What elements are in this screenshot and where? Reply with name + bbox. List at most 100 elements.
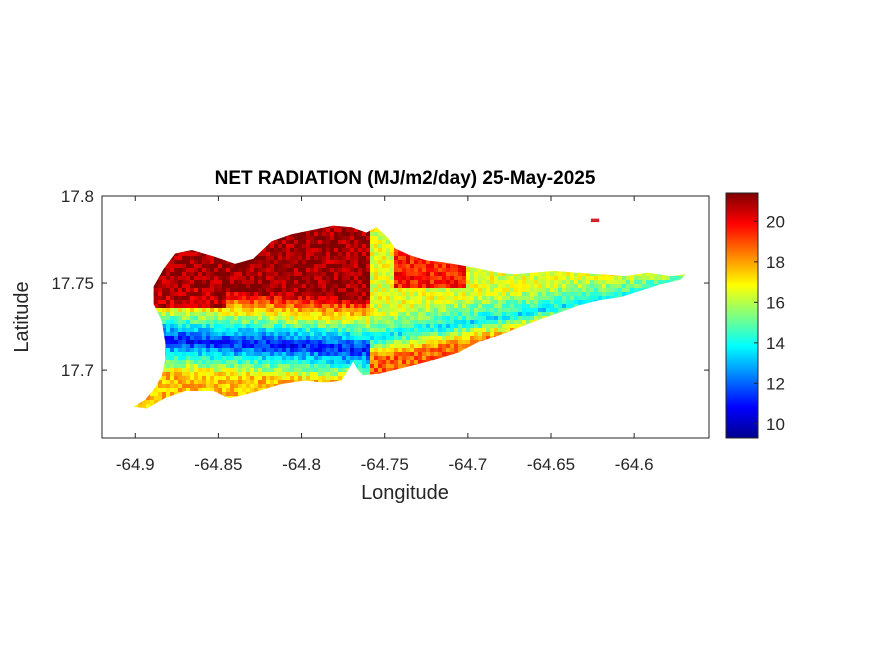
heat-cell bbox=[266, 272, 271, 277]
heat-cell bbox=[422, 296, 427, 301]
heat-cell bbox=[338, 228, 343, 233]
heat-cell bbox=[186, 296, 191, 301]
heat-cell bbox=[238, 336, 243, 341]
heat-cell bbox=[338, 356, 343, 361]
heat-cell bbox=[250, 336, 255, 341]
heat-cell bbox=[370, 272, 375, 277]
heat-cell bbox=[282, 264, 287, 269]
heat-cell bbox=[362, 308, 367, 313]
heat-cell bbox=[438, 284, 443, 289]
heat-cell bbox=[310, 340, 315, 345]
heat-cell bbox=[474, 284, 479, 289]
heat-cell bbox=[462, 340, 467, 345]
heat-cell bbox=[646, 276, 651, 281]
heat-cell bbox=[334, 284, 339, 289]
heat-cell bbox=[442, 352, 447, 357]
heat-cell bbox=[358, 352, 363, 357]
heat-cell bbox=[194, 284, 199, 289]
heat-cell bbox=[302, 288, 307, 293]
heat-cell bbox=[606, 292, 611, 297]
heat-cell bbox=[274, 240, 279, 245]
heat-cell bbox=[334, 228, 339, 233]
heat-cell bbox=[394, 260, 399, 265]
heat-cell bbox=[186, 332, 191, 337]
heat-cell bbox=[458, 344, 463, 349]
heat-cell bbox=[386, 300, 391, 305]
heat-cell bbox=[650, 276, 655, 281]
heat-cell bbox=[514, 296, 519, 301]
heat-cell bbox=[454, 308, 459, 313]
heat-cell bbox=[326, 256, 331, 261]
heat-cell bbox=[598, 288, 603, 293]
heat-cell bbox=[214, 320, 219, 325]
heat-cell bbox=[270, 248, 275, 253]
heat-cell bbox=[402, 304, 407, 309]
heat-cell bbox=[326, 304, 331, 309]
heat-cell bbox=[618, 276, 623, 281]
heat-cell bbox=[630, 276, 635, 281]
heat-cell bbox=[266, 244, 271, 249]
heat-cell bbox=[494, 276, 499, 281]
heat-cell bbox=[374, 324, 379, 329]
heat-cell bbox=[166, 312, 171, 317]
heat-cell bbox=[430, 356, 435, 361]
heat-cell bbox=[354, 304, 359, 309]
heat-cell bbox=[546, 272, 551, 277]
heat-cell bbox=[362, 336, 367, 341]
heat-cell bbox=[318, 252, 323, 257]
heat-cell bbox=[362, 312, 367, 317]
heat-cell bbox=[458, 348, 463, 353]
heat-cell bbox=[374, 304, 379, 309]
heat-cell bbox=[466, 332, 471, 337]
heat-cell bbox=[326, 236, 331, 241]
heat-cell bbox=[346, 268, 351, 273]
heat-cell bbox=[590, 280, 595, 285]
heat-cell bbox=[522, 284, 527, 289]
heat-cell bbox=[398, 356, 403, 361]
heat-cell bbox=[330, 280, 335, 285]
heat-cell bbox=[414, 288, 419, 293]
heat-cell bbox=[566, 280, 571, 285]
heat-cell bbox=[210, 312, 215, 317]
heat-cell bbox=[346, 320, 351, 325]
heat-cell bbox=[166, 280, 171, 285]
heat-cell bbox=[542, 280, 547, 285]
heat-cell bbox=[298, 356, 303, 361]
heat-cell bbox=[298, 320, 303, 325]
heat-cell bbox=[382, 280, 387, 285]
heat-cell bbox=[474, 340, 479, 345]
heat-cell bbox=[314, 320, 319, 325]
heat-cell bbox=[294, 304, 299, 309]
heat-cell bbox=[470, 336, 475, 341]
heat-cell bbox=[170, 356, 175, 361]
heat-cell bbox=[438, 280, 443, 285]
heat-cell bbox=[678, 276, 683, 281]
heat-cell bbox=[374, 244, 379, 249]
heat-cell bbox=[342, 288, 347, 293]
heat-cell bbox=[338, 252, 343, 257]
heat-cell bbox=[550, 280, 555, 285]
heat-cell bbox=[206, 296, 211, 301]
heat-cell bbox=[322, 308, 327, 313]
heat-cell bbox=[346, 324, 351, 329]
heat-cell bbox=[322, 296, 327, 301]
heat-cell bbox=[458, 320, 463, 325]
heat-cell bbox=[206, 344, 211, 349]
heat-cell bbox=[250, 296, 255, 301]
heat-cell bbox=[634, 280, 639, 285]
heat-cell bbox=[406, 264, 411, 269]
heat-cell bbox=[186, 320, 191, 325]
heat-cell bbox=[382, 256, 387, 261]
heat-cell bbox=[318, 336, 323, 341]
heat-cell bbox=[326, 332, 331, 337]
heat-cell bbox=[238, 288, 243, 293]
heat-cell bbox=[282, 284, 287, 289]
heat-cell bbox=[218, 324, 223, 329]
heat-cell bbox=[538, 300, 543, 305]
heat-cell bbox=[442, 336, 447, 341]
heat-cell bbox=[362, 320, 367, 325]
heat-cell bbox=[286, 352, 291, 357]
heat-cell bbox=[322, 228, 327, 233]
heat-cell bbox=[242, 340, 247, 345]
heat-cell bbox=[174, 312, 179, 317]
